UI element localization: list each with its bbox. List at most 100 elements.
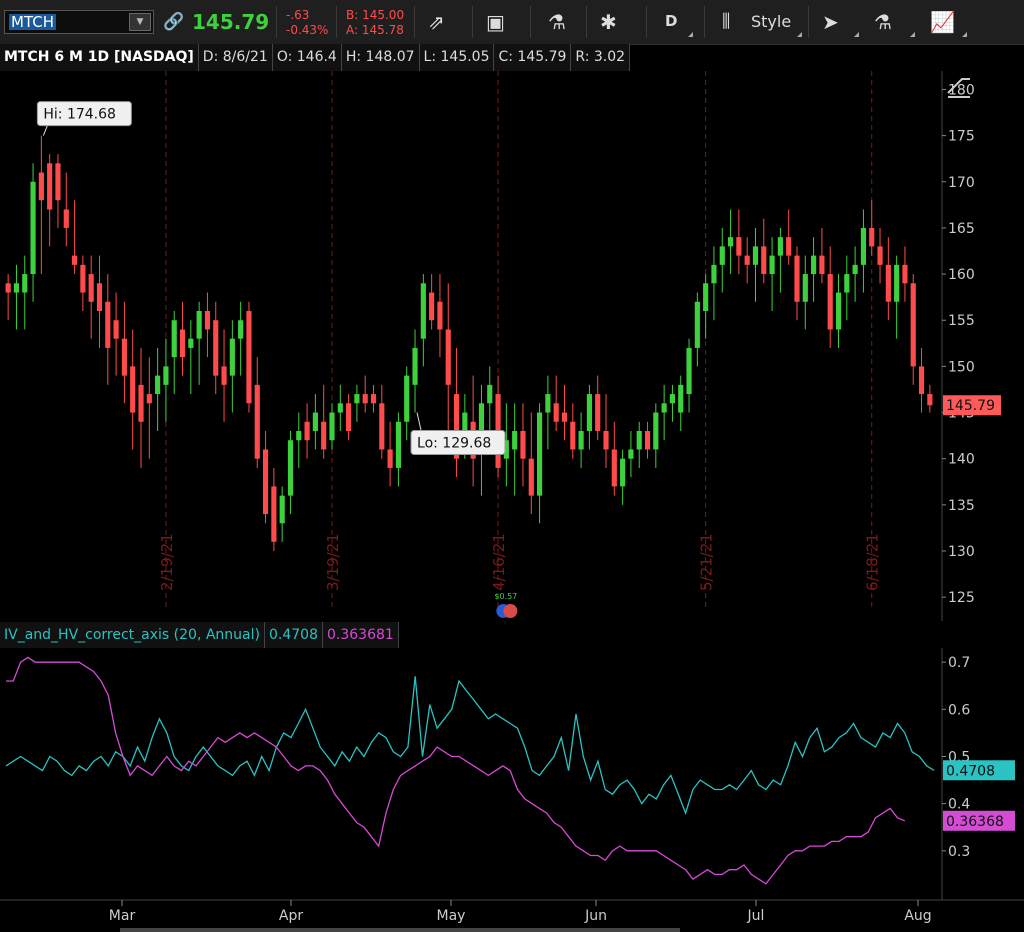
- candle-body: [744, 255, 750, 265]
- candle-body: [595, 394, 601, 431]
- candle-body: [88, 274, 94, 302]
- chevron-down-icon[interactable]: ▼: [129, 13, 151, 31]
- candle-body: [287, 440, 294, 496]
- flask-icon[interactable]: ⚗: [548, 10, 566, 34]
- header-open: O: 146.4: [272, 44, 342, 71]
- candle-body: [769, 255, 775, 275]
- candle-body: [910, 283, 916, 367]
- candle-body: [869, 227, 875, 247]
- alert-icon[interactable]: ▣: [486, 10, 505, 34]
- candle-body: [844, 274, 850, 293]
- x-month-label: Jun: [584, 908, 607, 924]
- axis-draw-icon-path: [947, 78, 970, 94]
- candle-body: [661, 403, 667, 413]
- candle-body: [462, 412, 468, 441]
- candle-body: [703, 283, 709, 311]
- candle-body: [163, 366, 169, 385]
- last-value-tag-text-hv: 0.36368: [946, 814, 1004, 830]
- horizontal-scrollbar[interactable]: [120, 928, 680, 932]
- candle-body: [379, 403, 385, 450]
- earnings-icon: [503, 604, 518, 618]
- lo-callout-text: Lo: 129.68: [417, 436, 491, 452]
- expiration-label: 3/19/21: [324, 533, 342, 591]
- expiration-label: 6/18/21: [864, 533, 882, 591]
- candle-body: [130, 366, 136, 413]
- candle-body: [520, 431, 526, 459]
- candle-body: [902, 264, 908, 284]
- candle-body: [437, 301, 443, 330]
- candle-body: [321, 421, 327, 450]
- candle-body: [337, 403, 343, 413]
- link-icon[interactable]: 🔗: [163, 12, 185, 32]
- candle-body: [478, 403, 485, 450]
- share-icon[interactable]: ⇗: [428, 10, 445, 34]
- candle-body: [113, 320, 119, 339]
- candle-body: [262, 449, 269, 515]
- candle-body: [686, 347, 692, 395]
- y-tick-label: 155: [948, 313, 975, 329]
- candle-body: [835, 292, 842, 330]
- candle-body: [445, 329, 451, 385]
- candle-body: [55, 163, 61, 201]
- candle-body: [578, 431, 584, 450]
- candle-body: [545, 394, 551, 413]
- candle-body: [47, 163, 53, 210]
- candle-body: [852, 264, 858, 275]
- candle-body: [155, 375, 161, 395]
- candle-body: [777, 237, 783, 256]
- symbol-text: MTCH: [9, 13, 56, 31]
- style-button[interactable]: Style: [751, 12, 792, 31]
- candle-body: [213, 320, 219, 376]
- price-change-pct: -0.43%: [286, 23, 329, 37]
- drawing-icon[interactable]: 📈: [930, 10, 955, 34]
- price-chart[interactable]: 2/19/213/19/214/16/215/21/216/18/217/16/…: [0, 71, 1024, 621]
- candle-body: [221, 366, 227, 385]
- candle-body: [304, 421, 310, 441]
- dividend-label: $0.57: [494, 592, 517, 601]
- candle-body: [553, 403, 559, 422]
- candle-body: [63, 209, 69, 228]
- series-line-hv: [6, 656, 906, 885]
- candle-icon[interactable]: ⫼: [722, 11, 731, 32]
- candle-body: [786, 237, 792, 256]
- header-date: D: 8/6/21: [198, 44, 273, 71]
- cursor-icon[interactable]: ➤: [822, 10, 839, 34]
- candle-body: [370, 394, 377, 404]
- aggregation-button[interactable]: D: [665, 12, 678, 30]
- y-tick-label: 170: [948, 175, 975, 191]
- header-high: H: 148.07: [341, 44, 420, 71]
- last-price: 145.79: [192, 10, 270, 34]
- symbol-input[interactable]: MTCH ▼: [4, 10, 154, 34]
- candle-body: [719, 246, 725, 265]
- candle-body: [537, 412, 543, 496]
- candle-body: [387, 449, 393, 468]
- candle-body: [503, 440, 509, 459]
- flask-icon-2[interactable]: ⚗: [874, 10, 892, 34]
- candle-body: [586, 394, 592, 431]
- indicator-header: IV_and_HV_correct_axis (20, Annual) 0.47…: [0, 622, 399, 648]
- candle-body: [412, 347, 418, 385]
- candle-body: [819, 255, 825, 275]
- candle-body: [238, 320, 244, 339]
- x-month-label: Aug: [904, 908, 931, 924]
- y-tick-label: 150: [948, 359, 975, 375]
- candle-body: [644, 431, 651, 450]
- candle-body: [171, 320, 177, 358]
- gear-icon[interactable]: ✱: [600, 10, 617, 34]
- candle-body: [611, 449, 617, 487]
- y-tick-label: 165: [948, 221, 975, 237]
- candle-body: [80, 264, 86, 293]
- lo-callout-pointer: [416, 412, 422, 431]
- x-month-label: Jul: [747, 908, 765, 924]
- candle-body: [727, 237, 734, 247]
- candle-body: [22, 274, 28, 293]
- iv-value: 0.4708: [264, 622, 323, 648]
- bid-price: B: 145.00: [346, 8, 405, 22]
- candle-body: [487, 384, 493, 404]
- candle-body: [860, 227, 866, 265]
- y-tick-label: 125: [948, 590, 975, 606]
- last-value-tag-text-iv: 0.4708: [946, 763, 995, 779]
- expiration-label: 4/16/21: [490, 533, 508, 591]
- candle-body: [794, 255, 800, 302]
